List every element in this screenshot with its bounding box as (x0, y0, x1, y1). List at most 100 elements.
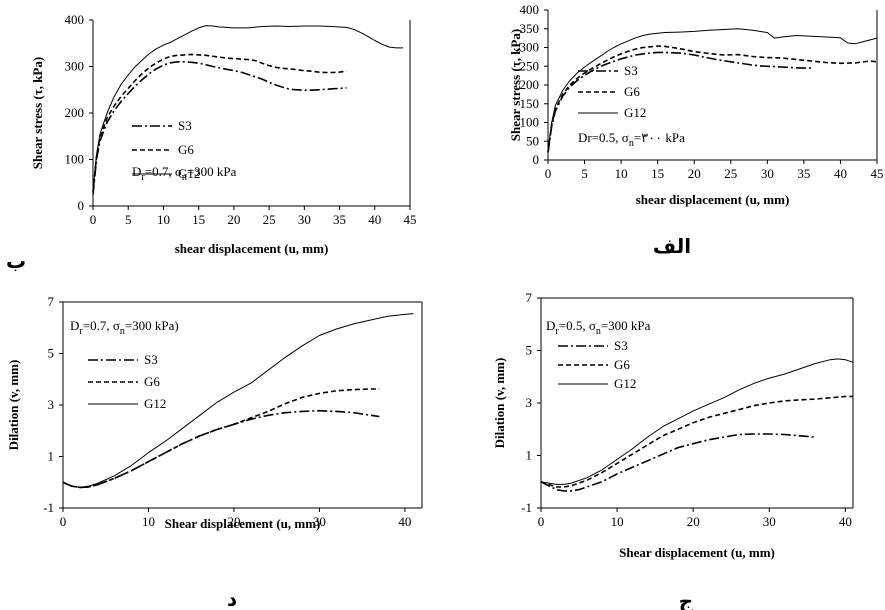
y-tick-label: 5 (526, 343, 533, 358)
annotation-subscript: n (629, 138, 634, 149)
x-tick-label: 30 (763, 514, 776, 529)
y-tick-label: 7 (526, 290, 533, 305)
annotation-text: =0.5, σ (559, 318, 596, 333)
annotation-text: =0.7, σ (83, 318, 120, 333)
y-axis-title: Dilation (v, mm) (6, 360, 21, 451)
x-tick-label: 45 (871, 166, 884, 181)
x-tick-label: 20 (227, 514, 240, 529)
panel-label-b: ب (6, 249, 26, 273)
series-line-g6 (92, 53, 347, 193)
series-line-g12 (540, 358, 854, 485)
y-axis-title: Shear stress (τ, kPa) (30, 57, 45, 169)
y-tick-label: 50 (526, 133, 539, 148)
annotation-subscript: r (141, 172, 145, 183)
series-line-g12 (547, 28, 878, 151)
y-tick-label: 100 (520, 115, 540, 130)
legend-label-g12: G12 (624, 105, 646, 120)
y-tick-label: 0 (533, 152, 540, 167)
y-tick-label: 400 (65, 12, 85, 27)
chart-annotation: Dr=0.7, σn=300 kPa) (70, 318, 179, 337)
y-tick-label: 1 (526, 448, 533, 463)
x-axis-title: Shear displacement (u, mm) (619, 545, 775, 560)
panel-label-dal: د (227, 587, 237, 610)
legend-label-s3: S3 (178, 118, 192, 133)
x-tick-label: 5 (581, 166, 588, 181)
x-tick-label: 5 (125, 212, 132, 227)
x-tick-label: 40 (839, 514, 852, 529)
x-axis-title: shear displacement (u, mm) (636, 192, 790, 207)
y-tick-label: 300 (65, 59, 85, 74)
series-line-s3 (92, 60, 347, 195)
annotation-text: D (546, 318, 555, 333)
x-tick-label: 40 (834, 166, 847, 181)
annotation-text: =۳۰۰ kPa (634, 130, 685, 145)
annotation-text: D (132, 164, 141, 179)
x-tick-label: 15 (651, 166, 664, 181)
legend-label-s3: S3 (144, 352, 158, 367)
x-tick-label: 35 (333, 212, 346, 227)
series-line-g6 (547, 45, 878, 152)
y-tick-label: 0 (78, 198, 85, 213)
annotation-text: D (70, 318, 79, 333)
x-tick-label: 20 (687, 514, 700, 529)
x-tick-label: 10 (615, 166, 628, 181)
y-tick-label: 7 (48, 294, 55, 309)
annotation-text: =300 kPa (187, 164, 237, 179)
x-axis-title: Shear displacement (u, mm) (165, 516, 321, 531)
chart-panel-1: 0 5 10 15 20 25 30 35 40 45 0 100 200 300 400 shear dis… (30, 12, 417, 256)
chart-annotation: Dr=0.5, σn=۳۰۰ kPa (578, 130, 685, 149)
legend-label-g12: G12 (144, 396, 166, 411)
annotation-subscript: n (120, 326, 125, 337)
x-tick-label: 0 (60, 514, 67, 529)
annotation-subscript: n (596, 326, 601, 337)
legend-label-s3: S3 (614, 338, 628, 353)
panel-label-jim: ج (679, 589, 694, 610)
series-line-g6 (540, 395, 853, 488)
panel-label-alef: الف (653, 234, 691, 258)
series-line-g12 (62, 313, 414, 488)
y-tick-label: 1 (48, 449, 55, 464)
series-line-s3 (540, 433, 816, 492)
legend-label-g12: G12 (614, 376, 636, 391)
x-tick-label: 10 (142, 514, 155, 529)
y-tick-label: 3 (526, 395, 533, 410)
x-tick-label: 45 (404, 212, 417, 227)
y-tick-label: 5 (48, 346, 55, 361)
x-tick-label: 35 (797, 166, 810, 181)
legend-label-g12: G12 (178, 166, 200, 181)
y-tick-label: 3 (48, 397, 55, 412)
y-tick-label: 400 (520, 2, 540, 17)
annotation-text: =0.7, σ (145, 164, 182, 179)
annotation-subscript: r (79, 326, 83, 337)
x-tick-label: 30 (761, 166, 774, 181)
chart-panel-4: 0 10 20 30 40 -1 1 3 5 7 Shear displacement (u, mm… (492, 290, 854, 560)
x-tick-label: 20 (688, 166, 701, 181)
series-line-g6 (62, 388, 380, 489)
x-tick-label: 0 (90, 212, 97, 227)
annotation-text: =300 kPa (601, 318, 651, 333)
chart-annotation: Dr=0.5, σn=300 kPa (546, 318, 651, 337)
legend-label-s3: S3 (624, 63, 638, 78)
x-axis-title: shear displacement (u, mm) (175, 241, 329, 256)
y-tick-label: 300 (520, 40, 540, 55)
x-tick-label: 30 (298, 212, 311, 227)
x-tick-label: 25 (263, 212, 276, 227)
series-line-s3 (62, 409, 380, 489)
series-line-g12 (92, 25, 403, 190)
legend-label-g6: G6 (144, 374, 160, 389)
y-tick-label: 350 (520, 21, 540, 36)
chart-panel-3: 0 10 20 30 40 -1 1 3 5 7 Shear displacement (u, mm… (6, 294, 423, 531)
y-axis-title: Shear stress (τ, kPa) (508, 29, 523, 141)
annotation-subscript: r (555, 326, 559, 337)
legend-label-g6: G6 (624, 84, 640, 99)
y-tick-label: 100 (65, 152, 85, 167)
x-tick-label: 0 (538, 514, 545, 529)
annotation-subscript: n (182, 172, 187, 183)
x-tick-label: 10 (157, 212, 170, 227)
x-tick-label: 40 (398, 514, 411, 529)
y-tick-label: 200 (65, 105, 85, 120)
x-tick-label: 0 (545, 166, 552, 181)
x-tick-label: 40 (368, 212, 381, 227)
x-tick-label: 10 (611, 514, 624, 529)
y-tick-label: -1 (521, 500, 532, 515)
